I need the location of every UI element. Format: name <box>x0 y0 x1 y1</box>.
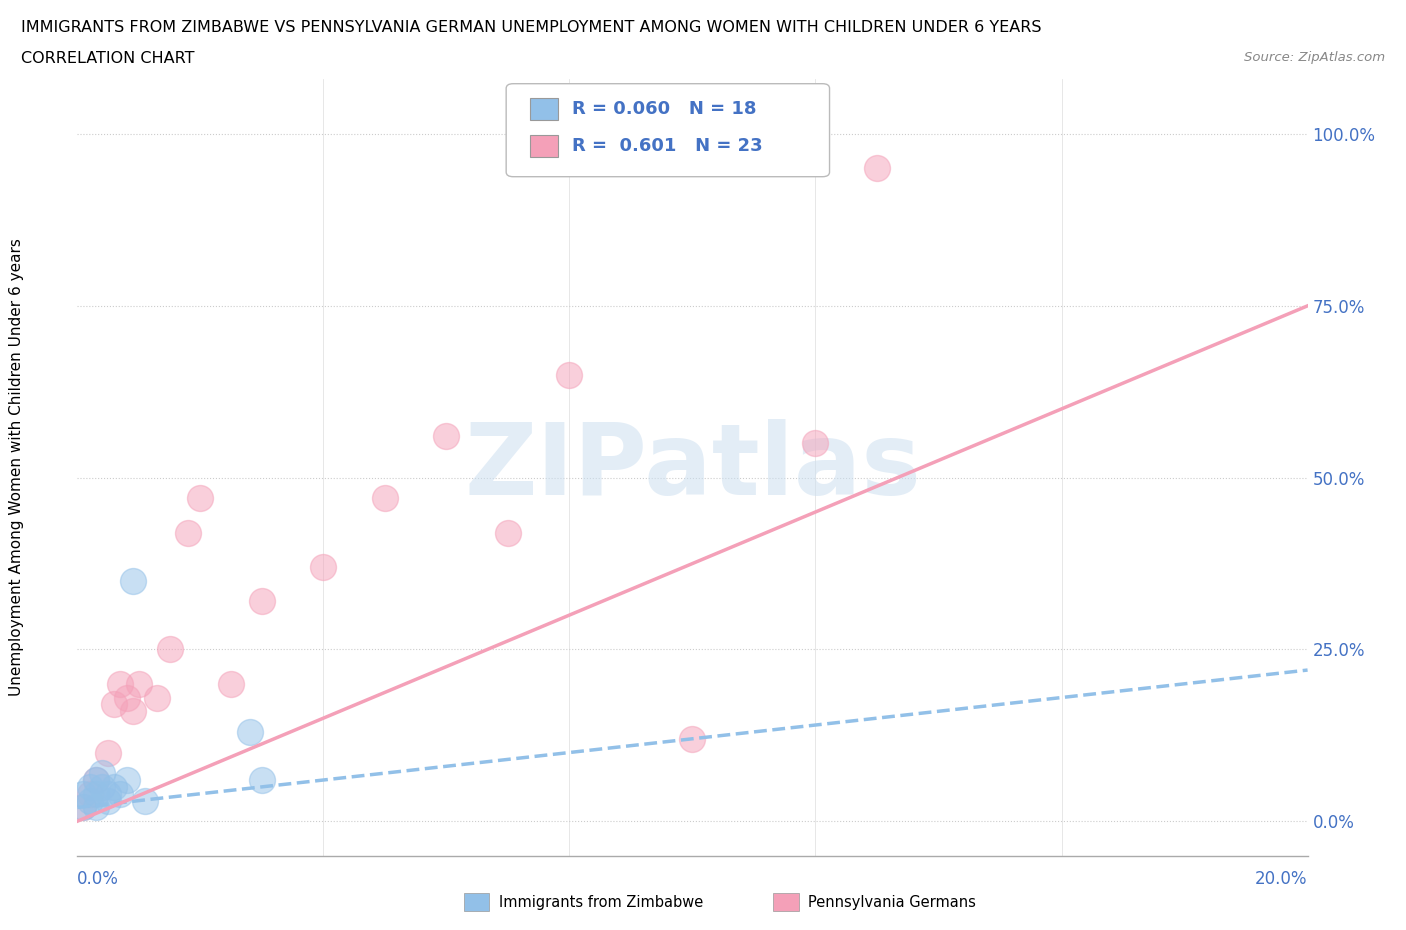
Text: 20.0%: 20.0% <box>1256 870 1308 887</box>
Point <box>90 779 114 794</box>
Text: R = 0.060   N = 18: R = 0.060 N = 18 <box>572 100 756 118</box>
Text: Pennsylvania Germans: Pennsylvania Germans <box>808 895 976 910</box>
Point <box>84 800 107 815</box>
Point <box>97 793 120 808</box>
Point <box>103 697 125 711</box>
Point <box>121 573 143 588</box>
Point <box>115 690 138 705</box>
Point <box>250 773 273 788</box>
Point <box>84 786 107 801</box>
Text: 0.0%: 0.0% <box>77 870 120 887</box>
Point <box>374 491 396 506</box>
Point <box>436 429 458 444</box>
Point <box>250 594 273 609</box>
Point <box>804 436 827 451</box>
Point <box>84 773 107 788</box>
Point <box>110 676 132 691</box>
Text: R =  0.601   N = 23: R = 0.601 N = 23 <box>572 137 763 155</box>
Point <box>79 779 101 794</box>
Point <box>159 642 181 657</box>
Text: Immigrants from Zimbabwe: Immigrants from Zimbabwe <box>499 895 703 910</box>
Point <box>121 704 143 719</box>
Point <box>146 690 169 705</box>
Point <box>177 525 200 540</box>
Point <box>134 793 156 808</box>
Text: ZIPatlas: ZIPatlas <box>464 418 921 516</box>
Point <box>682 731 704 746</box>
Point <box>239 724 262 739</box>
Point <box>72 800 94 815</box>
Point <box>72 800 94 815</box>
Point <box>90 765 114 780</box>
Text: IMMIGRANTS FROM ZIMBABWE VS PENNSYLVANIA GERMAN UNEMPLOYMENT AMONG WOMEN WITH CH: IMMIGRANTS FROM ZIMBABWE VS PENNSYLVANIA… <box>21 20 1042 35</box>
Point <box>496 525 519 540</box>
Text: Unemployment Among Women with Children Under 6 years: Unemployment Among Women with Children U… <box>10 238 24 697</box>
Point <box>558 367 581 382</box>
Point <box>188 491 212 506</box>
Point <box>72 786 94 801</box>
Point <box>866 161 889 176</box>
Point <box>110 786 132 801</box>
Point <box>97 745 120 760</box>
Text: CORRELATION CHART: CORRELATION CHART <box>21 51 194 66</box>
Point <box>79 793 101 808</box>
Point <box>97 786 120 801</box>
Point <box>219 676 242 691</box>
Point <box>312 560 335 575</box>
Point <box>79 786 101 801</box>
Point <box>84 773 107 788</box>
Point <box>115 773 138 788</box>
Point <box>103 779 125 794</box>
Text: Source: ZipAtlas.com: Source: ZipAtlas.com <box>1244 51 1385 64</box>
Point <box>128 676 150 691</box>
